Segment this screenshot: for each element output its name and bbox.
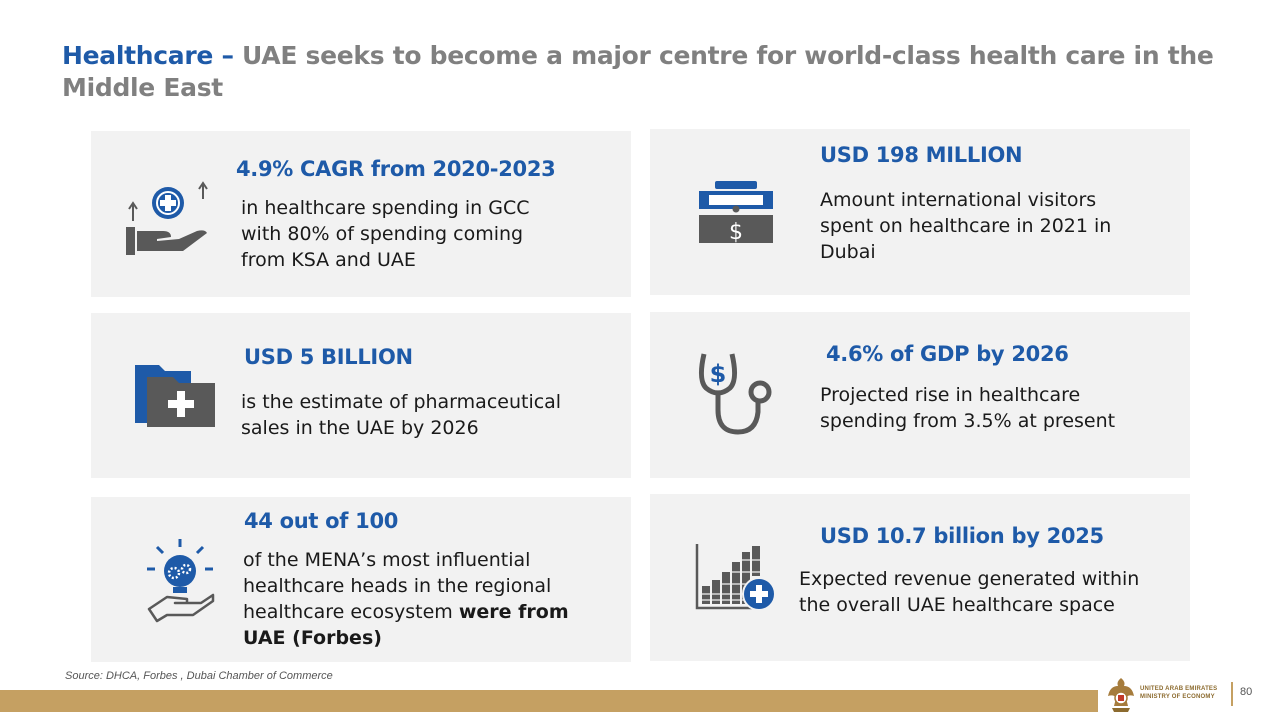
card-heading: 44 out of 100: [244, 509, 399, 533]
card-body: Expected revenue generated within the ov…: [799, 568, 1140, 616]
card-heading: 4.9% CAGR from 2020-2023: [236, 157, 556, 181]
medical-folder-icon: [133, 361, 217, 436]
svg-text:$: $: [729, 220, 743, 245]
ministry-line-1: UNITED ARAB EMIRATES: [1140, 686, 1218, 692]
title-rest: UAE seeks to become a major centre for w…: [62, 41, 1214, 102]
card-body: Projected rise in healthcare spending fr…: [820, 384, 1116, 432]
stat-card-revenue: USD 10.7 billion by 2025 Expected revenu…: [650, 494, 1190, 661]
card-heading: 4.6% of GDP by 2026: [826, 342, 1069, 366]
stat-card-pharma: USD 5 BILLION is the estimate of pharmac…: [91, 313, 631, 478]
page-title: Healthcare – UAE seeks to become a major…: [62, 40, 1222, 104]
idea-hand-gears-icon: [143, 537, 217, 628]
stethoscope-dollar-icon: $: [696, 350, 776, 441]
card-body: of the MENA’s most influential healthcar…: [243, 547, 583, 651]
card-body-bold: were from UAE (Forbes): [243, 601, 569, 649]
card-body-lead: of the MENA’s most influential healthcar…: [243, 549, 552, 623]
source-note: Source: DHCA, Forbes , Dubai Chamber of …: [65, 670, 333, 682]
stat-card-visitors: $ USD 198 MILLION Amount international v…: [650, 129, 1190, 295]
svg-text:$: $: [710, 360, 727, 388]
card-body: Amount international visitors spent on h…: [820, 189, 1112, 263]
stat-card-gdp: $ 4.6% of GDP by 2026 Projected rise in …: [650, 312, 1190, 478]
money-box-icon: $: [695, 179, 777, 250]
ministry-line-2: MINISTRY OF ECONOMY: [1140, 694, 1215, 700]
page-number-divider: [1231, 682, 1233, 706]
title-accent: Healthcare –: [62, 41, 234, 70]
uae-emblem-icon: [1106, 676, 1136, 719]
card-heading: USD 10.7 billion by 2025: [820, 524, 1104, 548]
stat-card-cagr: 4.9% CAGR from 2020-2023 in healthcare s…: [91, 131, 631, 297]
ministry-logo-text: UNITED ARAB EMIRATES MINISTRY OF ECONOMY: [1140, 685, 1217, 701]
card-body: in healthcare spending in GCC with 80% o…: [241, 197, 530, 271]
hand-medical-cross-icon: [123, 181, 213, 266]
footer-bar: [0, 690, 1098, 712]
card-heading: USD 5 BILLION: [244, 345, 413, 369]
page-number: 80: [1240, 686, 1253, 698]
card-heading: USD 198 MILLION: [820, 143, 1023, 167]
growth-chart-cross-icon: [694, 542, 778, 617]
card-body: is the estimate of pharmaceutical sales …: [241, 391, 562, 439]
stat-card-mena: 44 out of 100 of the MENA’s most influen…: [91, 497, 631, 662]
